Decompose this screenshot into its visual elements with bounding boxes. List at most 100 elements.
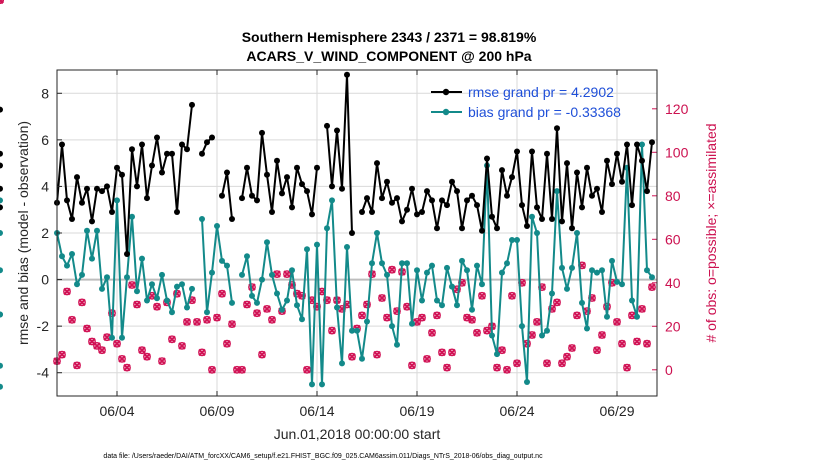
obs-possible-mark bbox=[158, 357, 166, 366]
rmse-point bbox=[409, 185, 415, 192]
obs-assimilated-mark bbox=[0, 0, 4, 4]
bias-point bbox=[534, 230, 540, 236]
bias-point bbox=[474, 262, 480, 269]
rmse-point bbox=[344, 71, 350, 78]
obs-count-marker bbox=[203, 315, 211, 324]
rmse-point bbox=[184, 146, 190, 153]
obs-assimilated-mark bbox=[103, 333, 111, 341]
obs-assimilated-mark bbox=[273, 270, 281, 278]
obs-count-marker bbox=[598, 331, 606, 339]
bias-point bbox=[209, 269, 215, 276]
rmse-point bbox=[499, 167, 505, 174]
bias-point bbox=[544, 327, 550, 334]
rmse-point bbox=[314, 164, 320, 171]
obs-assimilated-mark bbox=[73, 361, 81, 370]
bias-point bbox=[224, 262, 230, 269]
bias-point bbox=[0, 362, 3, 369]
obs-possible-mark bbox=[408, 361, 416, 370]
rmse-point bbox=[649, 139, 655, 146]
obs-possible-mark bbox=[88, 337, 96, 346]
bias-point bbox=[639, 141, 645, 148]
obs-count-marker bbox=[433, 311, 441, 320]
bias-point bbox=[424, 269, 430, 276]
bias-point bbox=[394, 341, 400, 348]
obs-possible-mark bbox=[138, 346, 146, 355]
rmse-point bbox=[274, 157, 280, 164]
rmse-point bbox=[139, 141, 145, 148]
obs-assimilated-mark bbox=[128, 281, 136, 289]
obs-possible-mark bbox=[623, 363, 631, 372]
obs-count-marker bbox=[208, 365, 216, 374]
rmse-point bbox=[404, 206, 410, 213]
bias-point bbox=[614, 278, 620, 285]
bias-point bbox=[69, 251, 75, 257]
rmse-point bbox=[224, 169, 230, 176]
obs-possible-mark bbox=[193, 317, 201, 326]
obs-count-marker bbox=[388, 265, 396, 274]
obs-possible-mark bbox=[178, 341, 186, 350]
obs-assimilated-mark bbox=[573, 311, 581, 320]
bias-point bbox=[289, 267, 295, 274]
obs-possible-mark bbox=[258, 350, 266, 359]
obs-count-marker bbox=[618, 339, 626, 348]
y2-tick-label: 60 bbox=[665, 231, 681, 247]
rmse-point bbox=[239, 195, 245, 202]
obs-possible-mark bbox=[638, 304, 646, 313]
obs-count-marker bbox=[613, 317, 621, 326]
rmse-point bbox=[299, 181, 305, 188]
obs-possible-mark bbox=[223, 339, 231, 348]
obs-count-marker bbox=[118, 354, 126, 363]
rmse-point bbox=[614, 150, 620, 157]
x-tick-label: 06/04 bbox=[99, 403, 134, 419]
obs-count-marker bbox=[113, 339, 121, 348]
bias-point bbox=[499, 269, 505, 276]
obs-count-marker bbox=[143, 352, 151, 361]
tick-layer: 06/04 06/09 06/14 06/19 06/24 06/29-4-2024680… bbox=[37, 70, 689, 419]
obs-count-marker bbox=[638, 304, 646, 313]
obs-count-marker bbox=[63, 287, 71, 296]
rmse-point bbox=[124, 251, 130, 257]
obs-count-marker bbox=[153, 302, 161, 311]
bias-point bbox=[84, 227, 90, 234]
obs-possible-mark bbox=[428, 328, 436, 337]
x-tick-label: 06/09 bbox=[199, 403, 234, 419]
obs-possible-mark bbox=[233, 365, 241, 374]
obs-assimilated-mark bbox=[443, 363, 451, 372]
rmse-point bbox=[324, 122, 330, 129]
y-tick-label: 6 bbox=[41, 132, 49, 148]
obs-count-marker bbox=[98, 346, 106, 355]
rmse-point bbox=[509, 174, 515, 181]
obs-possible-mark bbox=[438, 348, 446, 357]
obs-assimilated-mark bbox=[58, 350, 66, 359]
obs-count-marker bbox=[623, 363, 631, 372]
bias-point bbox=[109, 334, 115, 341]
rmse-point bbox=[569, 225, 575, 232]
obs-assimilated-mark bbox=[408, 361, 416, 370]
bias-point bbox=[494, 351, 500, 358]
obs-possible-mark bbox=[483, 326, 491, 335]
bias-point bbox=[594, 269, 600, 276]
obs-count-marker bbox=[553, 298, 561, 307]
rmse-point bbox=[589, 192, 595, 199]
bias-point bbox=[154, 295, 160, 302]
bias-point bbox=[549, 290, 555, 297]
rmse-point bbox=[264, 171, 270, 178]
obs-count-marker bbox=[568, 344, 576, 352]
rmse-point bbox=[434, 225, 440, 232]
obs-assimilated-mark bbox=[498, 346, 506, 354]
rmse-point bbox=[619, 178, 625, 185]
bias-point bbox=[569, 264, 575, 271]
rmse-point bbox=[109, 209, 115, 215]
bias-point bbox=[529, 213, 535, 220]
obs-assimilated-mark bbox=[263, 305, 271, 313]
obs-assimilated-mark bbox=[238, 366, 246, 374]
bias-point bbox=[504, 260, 510, 267]
y-tick-label: -2 bbox=[37, 318, 50, 334]
obs-possible-mark bbox=[378, 294, 386, 302]
obs-count-marker bbox=[468, 315, 476, 324]
obs-count-marker bbox=[158, 357, 166, 366]
rmse-point bbox=[254, 197, 260, 204]
rmse-point bbox=[279, 190, 285, 197]
obs-possible-mark bbox=[83, 324, 91, 333]
bias-point bbox=[339, 360, 345, 367]
